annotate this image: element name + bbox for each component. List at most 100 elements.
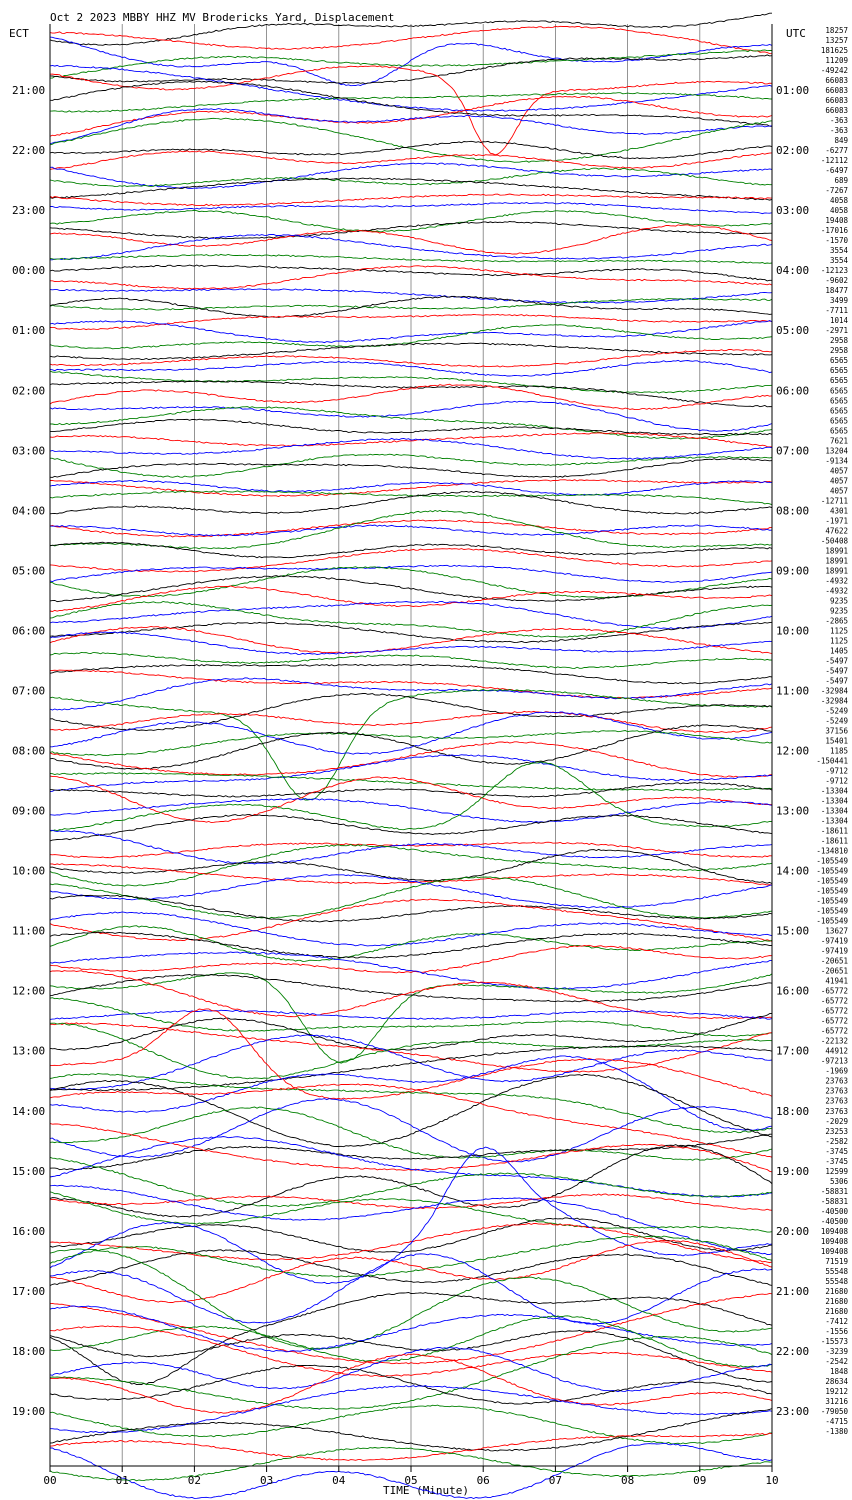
trace-offset-label: 6565 [830, 366, 848, 375]
seismic-trace-96 [49, 974, 773, 1003]
seismic-trace-127 [49, 1248, 773, 1350]
left-hour-label: 11:00 [12, 925, 45, 938]
seismic-trace-89 [49, 898, 773, 942]
trace-offset-label: 6565 [830, 386, 848, 395]
trace-offset-label: 2958 [830, 336, 849, 345]
seismic-trace-83 [49, 844, 773, 887]
trace-offset-label: -65772 [821, 987, 848, 996]
seismic-trace-34 [49, 359, 773, 377]
trace-offset-label: -20651 [821, 967, 848, 976]
seismic-trace-99 [49, 997, 773, 1037]
trace-offset-label: -105549 [816, 917, 848, 926]
seismic-trace-95 [49, 972, 773, 1064]
seismic-trace-138 [50, 1385, 773, 1434]
trace-offset-label: -4932 [825, 586, 848, 595]
seismic-trace-28 [49, 295, 773, 318]
left-hour-label: 14:00 [12, 1105, 45, 1118]
trace-offset-label: -5497 [825, 666, 848, 675]
seismic-trace-130 [49, 1305, 773, 1353]
trace-offset-label: 4057 [830, 486, 848, 495]
seismic-trace-90 [49, 911, 773, 947]
seismic-trace-137 [50, 1353, 773, 1414]
seismic-trace-70 [50, 711, 773, 755]
seismic-trace-37 [49, 383, 773, 411]
trace-offset-label: -1570 [825, 236, 848, 245]
trace-offset-label: 181625 [821, 46, 848, 55]
seismic-trace-78 [49, 798, 773, 823]
trace-offset-label: 849 [834, 136, 848, 145]
trace-offset-label: 13204 [825, 446, 848, 455]
trace-offset-label: 41941 [825, 977, 848, 986]
trace-offset-label: 28634 [825, 1377, 848, 1386]
trace-offset-label: 19408 [825, 216, 848, 225]
x-tick-label: 10 [765, 1474, 778, 1487]
trace-offset-label: 1848 [830, 1367, 849, 1376]
seismic-trace-16 [49, 177, 773, 201]
trace-offset-label: 66083 [825, 106, 848, 115]
seismic-trace-131 [49, 1315, 773, 1368]
trace-offset-label: -58831 [821, 1187, 848, 1196]
trace-offset-label: -105549 [816, 907, 848, 916]
trace-offset-label: -4715 [825, 1417, 848, 1426]
trace-offset-label: -22132 [821, 1037, 848, 1046]
seismic-trace-139 [49, 1404, 772, 1445]
seismic-trace-1 [49, 25, 773, 55]
seismic-trace-44 [49, 457, 773, 478]
seismic-trace-132 [49, 1329, 773, 1383]
trace-offset-label: -9602 [825, 276, 848, 285]
trace-offset-label: -1969 [825, 1067, 848, 1076]
seismic-traces [49, 12, 773, 1499]
trace-offset-label: 21680 [825, 1307, 848, 1316]
trace-offset-label: -105549 [816, 857, 848, 866]
trace-offset-label: 11209 [825, 56, 848, 65]
trace-offset-label: -13304 [821, 797, 849, 806]
left-hour-label: 16:00 [12, 1225, 45, 1238]
trace-offset-label: -7412 [825, 1317, 848, 1326]
trace-offset-label: -2971 [825, 326, 848, 335]
trace-offset-label: 2958 [830, 346, 849, 355]
seismic-trace-7 [49, 92, 773, 113]
trace-offset-label: 1185 [830, 747, 848, 756]
x-tick-label: 09 [693, 1474, 706, 1487]
left-hour-label: 01:00 [12, 324, 45, 337]
trace-offset-label: 21680 [825, 1297, 848, 1306]
seismic-trace-2 [49, 36, 773, 87]
seismic-trace-124 [49, 1249, 773, 1287]
seismic-trace-46 [49, 480, 773, 496]
seismic-trace-24 [49, 264, 772, 282]
trace-offset-label: -7711 [825, 306, 848, 315]
trace-offset-label: 23253 [825, 1127, 848, 1136]
trace-offset-label: -150441 [816, 757, 848, 766]
trace-offset-label: 37156 [825, 726, 848, 735]
trace-offset-label: 12599 [825, 1167, 848, 1176]
seismic-trace-10 [49, 108, 773, 145]
trace-offset-label: 66083 [825, 76, 848, 85]
seismic-trace-58 [49, 600, 773, 630]
chart-title: Oct 2 2023 MBBY HHZ MV Brodericks Yard, … [50, 11, 394, 24]
trace-offset-label: 23763 [825, 1107, 848, 1116]
seismic-trace-118 [49, 1184, 773, 1256]
seismic-trace-66 [49, 677, 773, 711]
right-hour-label: 13:00 [776, 805, 809, 818]
left-hour-label: 13:00 [12, 1045, 45, 1058]
trace-offset-label: 1405 [830, 646, 848, 655]
left-hour-label: 08:00 [12, 745, 45, 758]
seismic-trace-6 [49, 64, 773, 112]
trace-offset-label: -6497 [825, 166, 848, 175]
seismic-trace-97 [49, 970, 773, 1020]
seismic-trace-116 [49, 1144, 773, 1218]
seismic-trace-53 [49, 548, 773, 573]
seismic-trace-120 [49, 1217, 772, 1253]
trace-offset-label: 23763 [825, 1097, 848, 1106]
left-axis-label: ECT [9, 27, 29, 40]
seismic-trace-47 [49, 490, 773, 506]
trace-offset-label: 109408 [821, 1247, 849, 1256]
seismic-trace-98 [49, 1009, 773, 1020]
seismic-trace-62 [49, 631, 773, 655]
axes [49, 24, 773, 1472]
trace-offset-label: 71519 [825, 1257, 848, 1266]
x-tick-label: 06 [477, 1474, 490, 1487]
seismic-trace-26 [49, 288, 773, 304]
seismic-trace-94 [49, 951, 773, 990]
